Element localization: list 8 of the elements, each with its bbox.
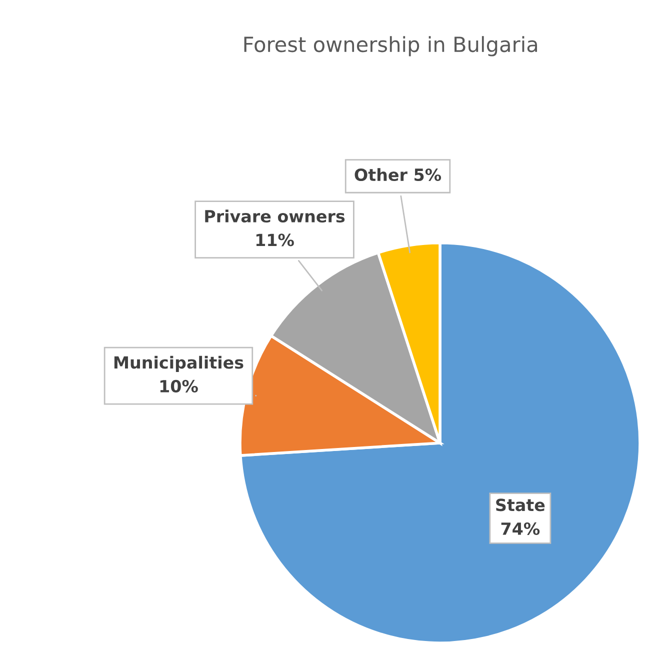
chart-title: Forest ownership in Bulgaria <box>244 36 537 56</box>
slice-label: Municipalities <box>114 356 244 372</box>
slice-label: State <box>496 498 545 512</box>
slice-label: Privare owners <box>205 210 345 223</box>
data-label: 10% <box>160 380 198 392</box>
data-label: 74% <box>501 522 540 535</box>
data-label: 11% <box>256 234 294 246</box>
slice-label: Other 5% <box>354 168 442 182</box>
